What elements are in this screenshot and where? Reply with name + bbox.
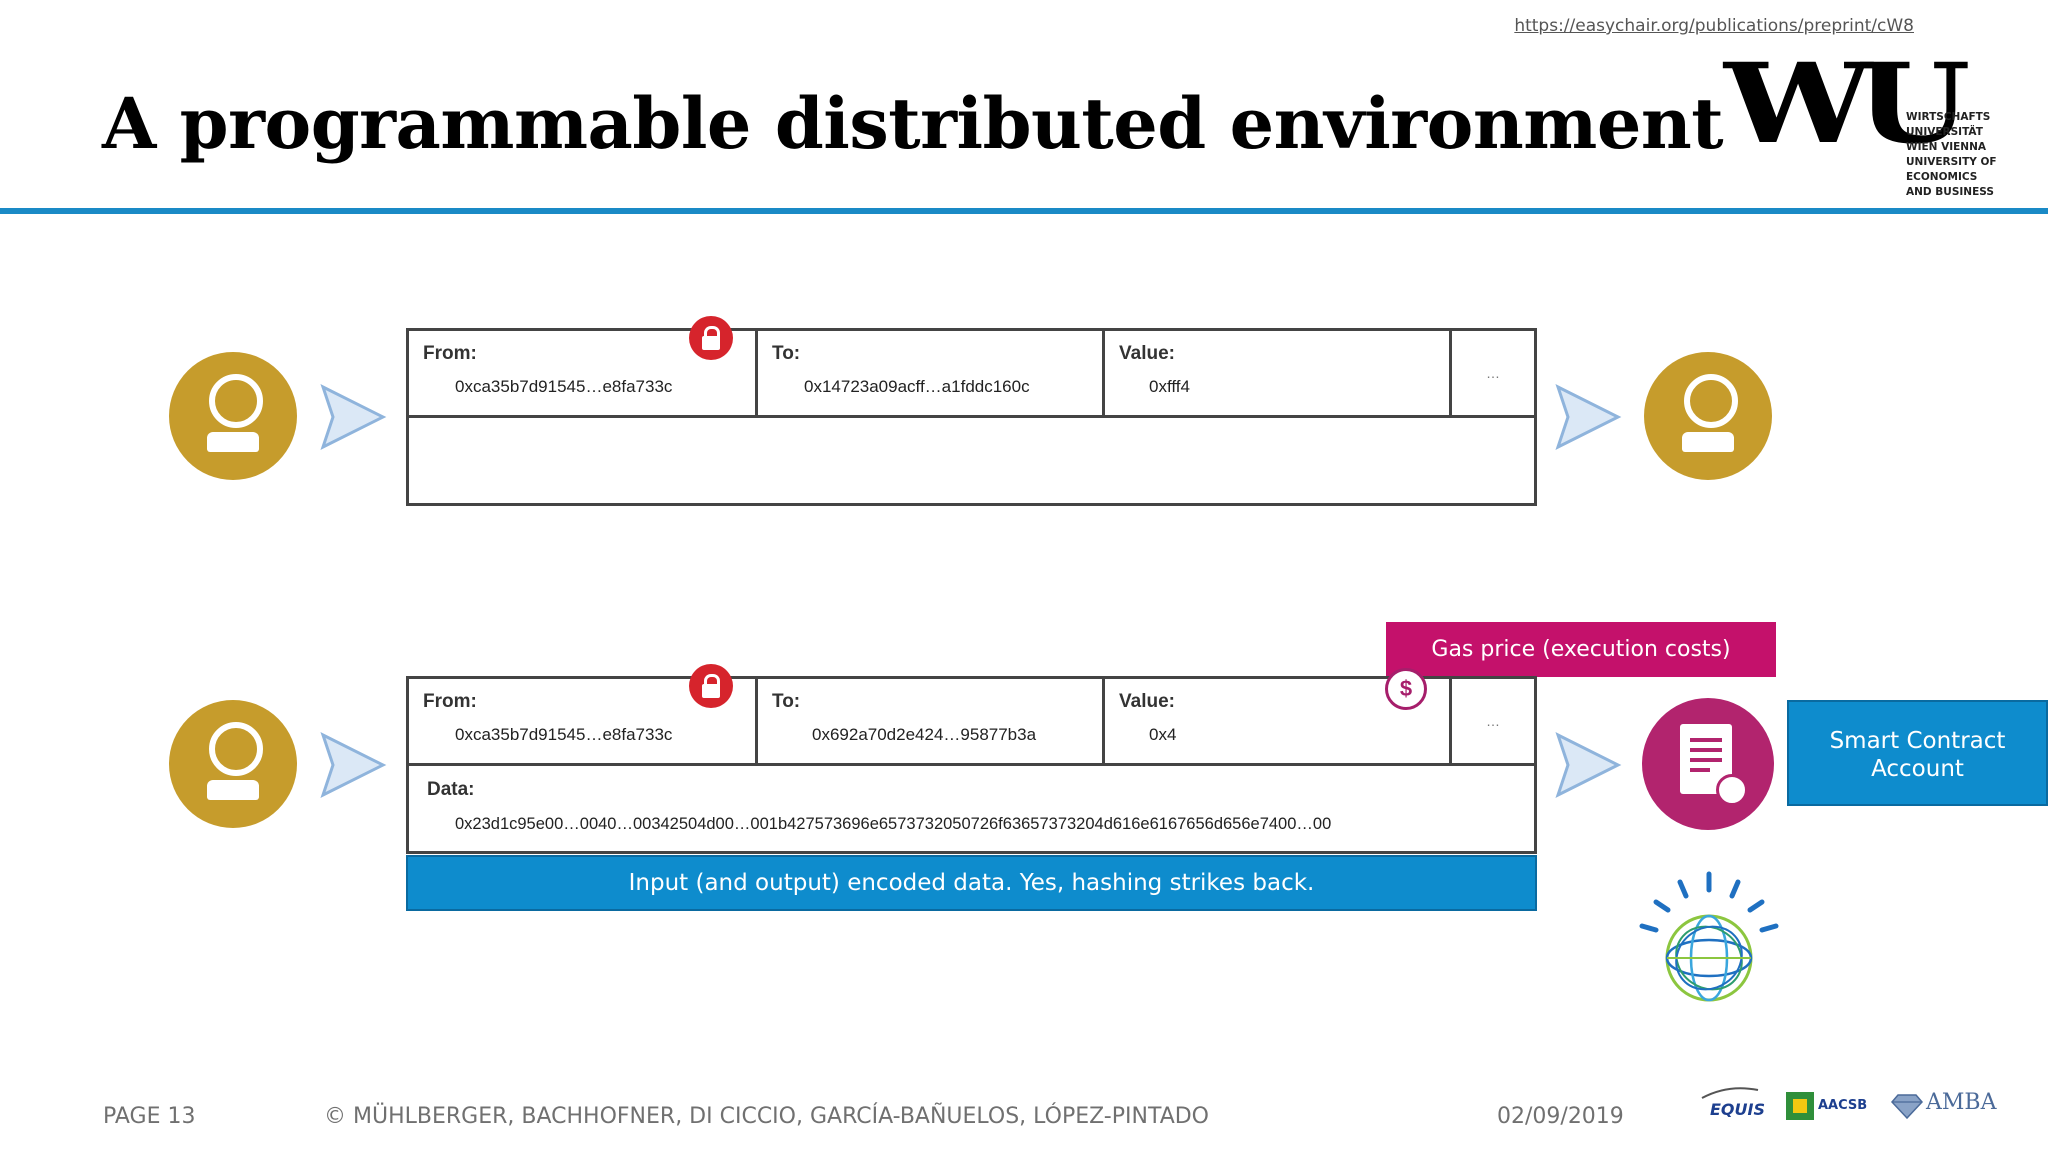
transaction-box-2: From: 0xca35b7d91545…e8fa733c To: 0x692a… <box>406 676 1537 854</box>
slide-date: 02/09/2019 <box>1497 1104 1624 1129</box>
smart-contract-line: Account <box>1871 756 1964 782</box>
more-cell: … <box>1452 331 1534 415</box>
gas-price-callout: Gas price (execution costs) <box>1386 622 1776 677</box>
to-cell: To: 0x692a70d2e424…95877b3a <box>758 679 1105 763</box>
lock-icon <box>689 664 733 708</box>
logo-line: UNIVERSITÄT <box>1906 126 1983 138</box>
to-value: 0x692a70d2e424…95877b3a <box>812 725 1037 744</box>
transaction-header-row: From: 0xca35b7d91545…e8fa733c To: 0x692a… <box>409 679 1534 766</box>
lock-shackle <box>704 674 720 687</box>
globe-network-icon <box>1639 871 1779 1002</box>
arrow-right-icon <box>320 384 387 450</box>
from-cell: From: 0xca35b7d91545…e8fa733c <box>409 331 758 415</box>
to-value: 0x14723a09acff…a1fddc160c <box>804 377 1030 396</box>
aacsb-text: AACSB <box>1818 1098 1868 1113</box>
more-ellipsis: … <box>1486 713 1500 729</box>
user-body <box>1682 432 1734 452</box>
user-head <box>209 374 263 428</box>
sender-user-icon <box>169 700 297 828</box>
contract-document-icon <box>1642 698 1774 830</box>
sender-user-icon <box>169 352 297 480</box>
value-cell: Value: 0xfff4 <box>1105 331 1452 415</box>
lock-shackle <box>704 326 720 339</box>
user-head <box>1684 374 1738 428</box>
from-label: From: <box>423 691 477 712</box>
equis-text: EQUIS <box>1710 1100 1765 1119</box>
logo-line: WIRTSCHAFTS <box>1906 111 1991 123</box>
logo-line: AND BUSINESS <box>1906 186 1994 198</box>
page-number: PAGE 13 <box>103 1104 196 1129</box>
transaction-header-row: From: 0xca35b7d91545…e8fa733c To: 0x1472… <box>409 331 1534 418</box>
value-label: Value: <box>1119 343 1175 364</box>
to-label: To: <box>772 691 801 712</box>
wu-vienna-logo: WU WIRTSCHAFTS UNIVERSITÄT WIEN VIENNA U… <box>1724 39 1997 204</box>
aacsb-mark-inner <box>1793 1099 1807 1113</box>
value-value: 0x4 <box>1149 725 1177 744</box>
header-divider <box>0 208 2048 214</box>
data-value: 0x23d1c95e00…0040…00342504d00…001b427573… <box>455 815 1332 833</box>
accreditation-logos: EQUIS AACSB AMBA <box>1694 1076 1997 1136</box>
smart-contract-line: Smart Contract <box>1829 728 2006 754</box>
certificate-seal <box>1716 774 1748 806</box>
more-ellipsis: … <box>1486 365 1500 381</box>
doc-line <box>1690 768 1710 772</box>
equis-logo: EQUIS <box>1698 1082 1776 1126</box>
from-label: From: <box>423 343 477 364</box>
equis-swoosh <box>1701 1087 1759 1099</box>
from-value: 0xca35b7d91545…e8fa733c <box>455 725 673 744</box>
authors-copyright: © MÜHLBERGER, BACHHOFNER, DI CICCIO, GAR… <box>324 1104 1209 1129</box>
value-cell: Value: 0x4 <box>1105 679 1452 763</box>
amba-diamond-icon <box>1890 1094 1924 1120</box>
logo-line: WIEN VIENNA <box>1906 141 1987 153</box>
wu-logo-text: WIRTSCHAFTS UNIVERSITÄT WIEN VIENNA UNIV… <box>1906 110 1997 200</box>
from-value: 0xca35b7d91545…e8fa733c <box>455 377 673 396</box>
user-body <box>207 432 259 452</box>
logo-line: ECONOMICS <box>1906 171 1978 183</box>
smart-contract-account-callout: Smart Contract Account <box>1787 700 2048 806</box>
slide-title: A programmable distributed environment <box>102 82 1724 165</box>
logo-line: UNIVERSITY OF <box>1906 156 1997 168</box>
doc-line <box>1690 738 1722 742</box>
amba-text: AMBA <box>1926 1090 1997 1115</box>
dollar-coin-icon: $ <box>1385 668 1427 710</box>
aacsb-mark <box>1786 1092 1814 1120</box>
user-body <box>207 780 259 800</box>
wu-logo-letters: WU <box>1724 39 1971 168</box>
arrow-right-icon <box>320 732 387 798</box>
source-url-link[interactable]: https://easychair.org/publications/prepr… <box>1514 16 1914 36</box>
more-cell: … <box>1452 679 1534 763</box>
data-label: Data: <box>427 779 475 800</box>
lock-body <box>702 336 720 350</box>
from-cell: From: 0xca35b7d91545…e8fa733c <box>409 679 758 763</box>
user-head <box>209 722 263 776</box>
to-label: To: <box>772 343 801 364</box>
encoded-data-callout: Input (and output) encoded data. Yes, ha… <box>406 855 1537 911</box>
receiver-user-icon <box>1644 352 1772 480</box>
doc-line <box>1690 748 1722 752</box>
to-cell: To: 0x14723a09acff…a1fddc160c <box>758 331 1105 415</box>
transaction-box-1: From: 0xca35b7d91545…e8fa733c To: 0x1472… <box>406 328 1537 506</box>
arrow-right-icon <box>1555 732 1622 798</box>
lock-icon <box>689 316 733 360</box>
lock-body <box>702 684 720 698</box>
arrow-right-icon <box>1555 384 1622 450</box>
value-value: 0xfff4 <box>1149 377 1190 396</box>
doc-line <box>1690 758 1722 762</box>
value-label: Value: <box>1119 691 1175 712</box>
